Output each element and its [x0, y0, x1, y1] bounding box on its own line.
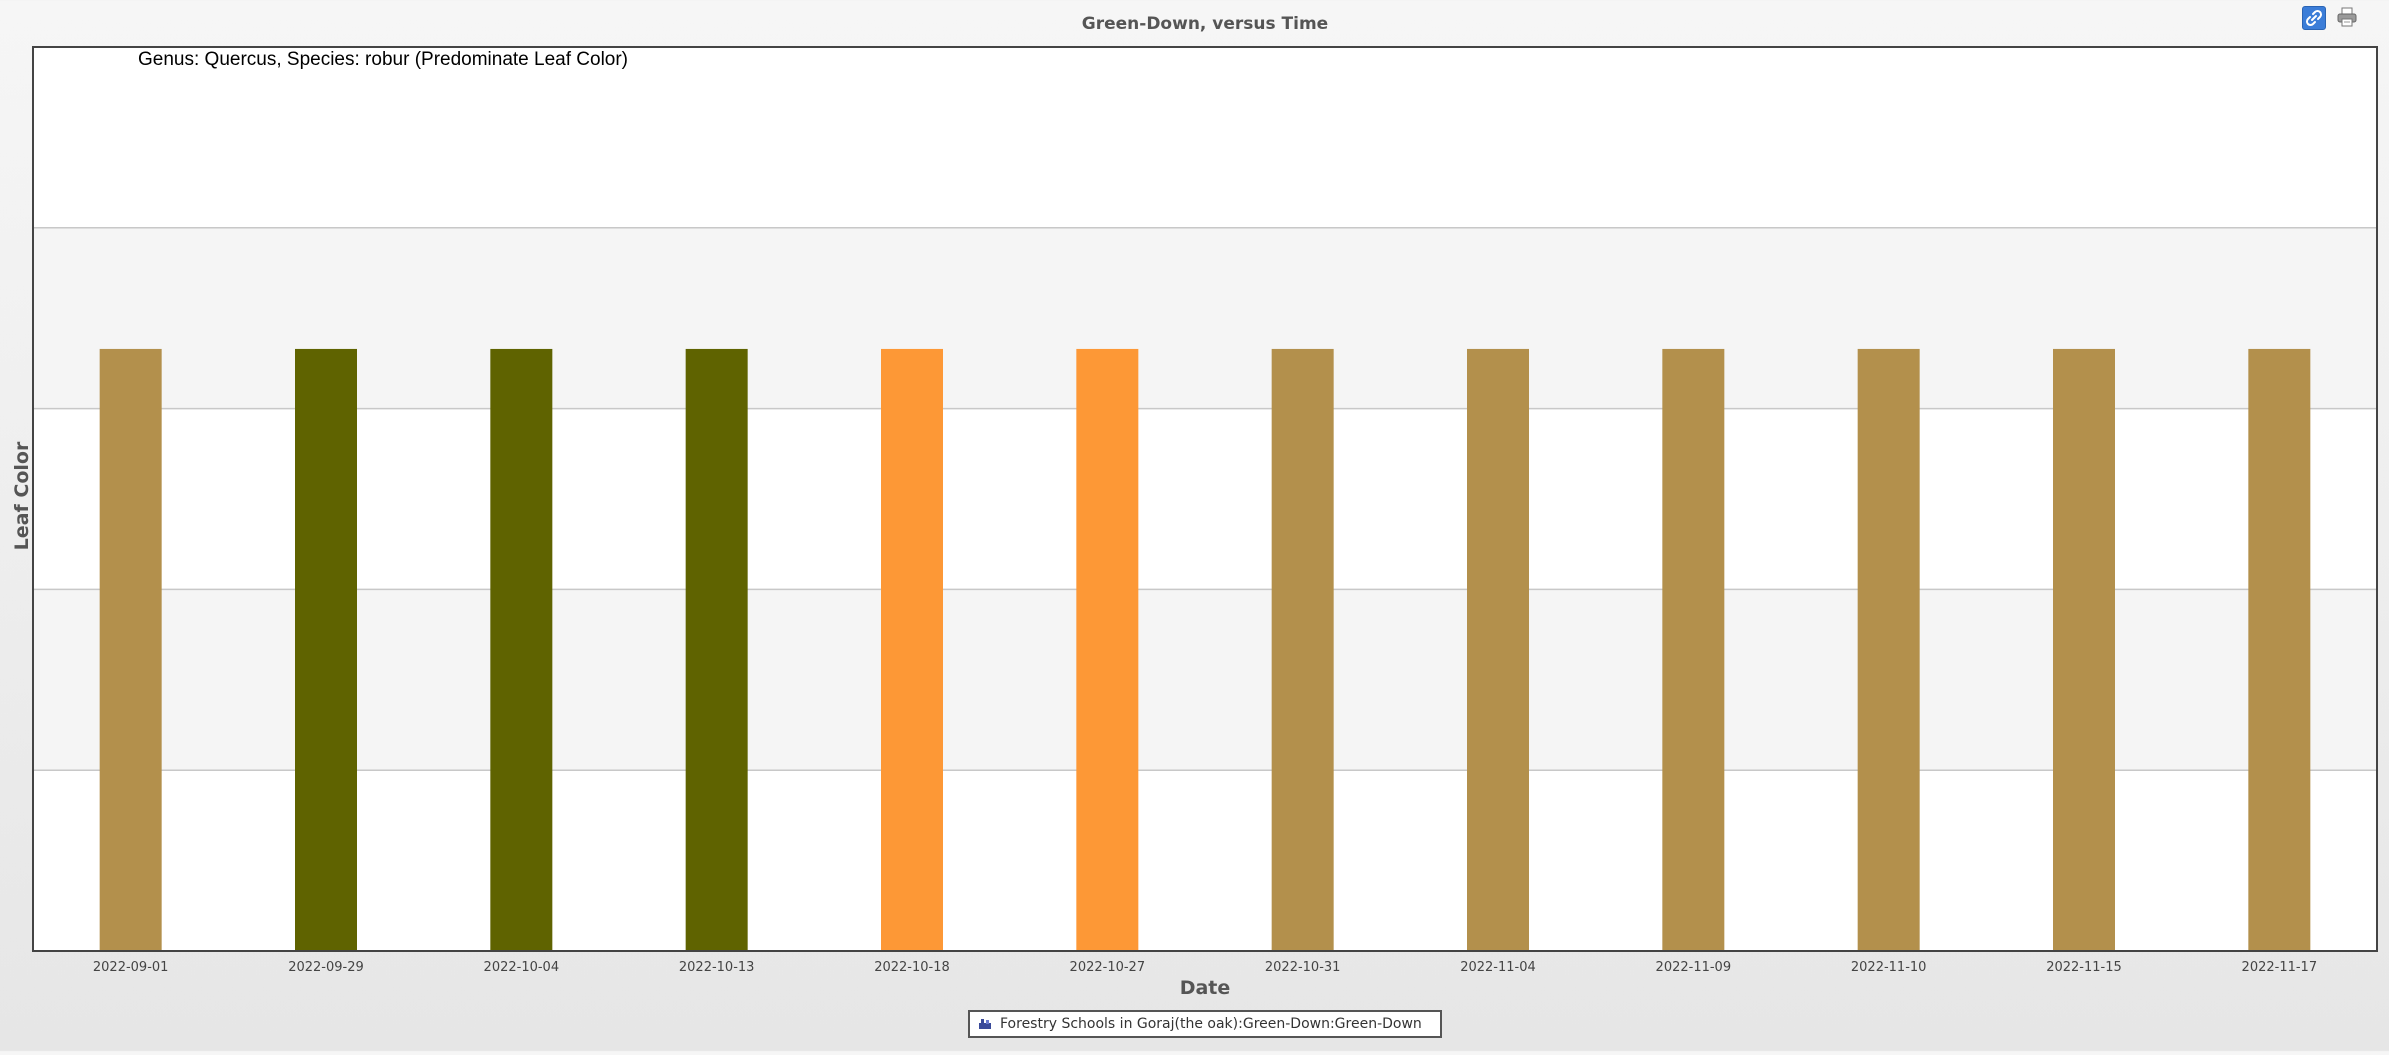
gridlines [33, 227, 2377, 771]
x-tick-label: 2022-10-31 [1265, 960, 1341, 975]
printer-icon [2337, 7, 2357, 27]
bar[interactable] [1076, 348, 1139, 951]
tree-icon [979, 1019, 991, 1029]
link-icon [2305, 9, 2323, 27]
bar[interactable] [1857, 348, 1920, 951]
bar[interactable] [1662, 348, 1725, 951]
x-tick-label: 2022-10-18 [874, 960, 950, 975]
plot-band [33, 589, 2377, 771]
plot-background [33, 47, 2377, 951]
x-tick-label: 2022-11-10 [1851, 960, 1927, 975]
plot-band [33, 227, 2377, 409]
x-tick-label: 2022-09-01 [93, 960, 169, 975]
x-tick-label: 2022-10-27 [1070, 960, 1146, 975]
legend-item[interactable]: Forestry Schools in Goraj(the oak):Green… [968, 1010, 1442, 1038]
bar[interactable] [881, 348, 943, 951]
x-axis-label: Date [1180, 977, 1231, 999]
plot-frame [32, 46, 2378, 952]
x-tick-label: 2022-11-04 [1460, 960, 1536, 975]
legend-label: Forestry Schools in Goraj(the oak):Green… [1000, 1016, 1422, 1032]
chart-annotation: Genus: Quercus, Species: robur (Predomin… [138, 49, 628, 70]
bar[interactable] [99, 348, 162, 951]
bar[interactable] [685, 348, 748, 951]
chart-title: Green-Down, versus Time [1082, 14, 1328, 34]
bar[interactable] [490, 348, 553, 951]
y-axis-label: Leaf Color [11, 441, 33, 550]
x-tick-label: 2022-11-09 [1656, 960, 1732, 975]
x-tick-label: 2022-11-17 [2242, 960, 2318, 975]
link-button[interactable] [2302, 6, 2326, 30]
bar[interactable] [2248, 348, 2311, 951]
print-button[interactable] [2336, 6, 2358, 28]
x-tick-label: 2022-11-15 [2046, 960, 2122, 975]
plot-bands [33, 227, 2377, 771]
x-tick-label: 2022-10-13 [679, 960, 755, 975]
x-tick-label: 2022-09-29 [288, 960, 364, 975]
bar[interactable] [295, 348, 357, 951]
bar[interactable] [2053, 348, 2115, 951]
bars [99, 348, 2311, 951]
x-tick-labels: 2022-09-01 2022-09-29 2022-10-04 2022-10-13… [93, 960, 2317, 975]
x-tick-label: 2022-10-04 [484, 960, 560, 975]
bar[interactable] [1467, 348, 1529, 951]
bar[interactable] [1271, 348, 1334, 951]
